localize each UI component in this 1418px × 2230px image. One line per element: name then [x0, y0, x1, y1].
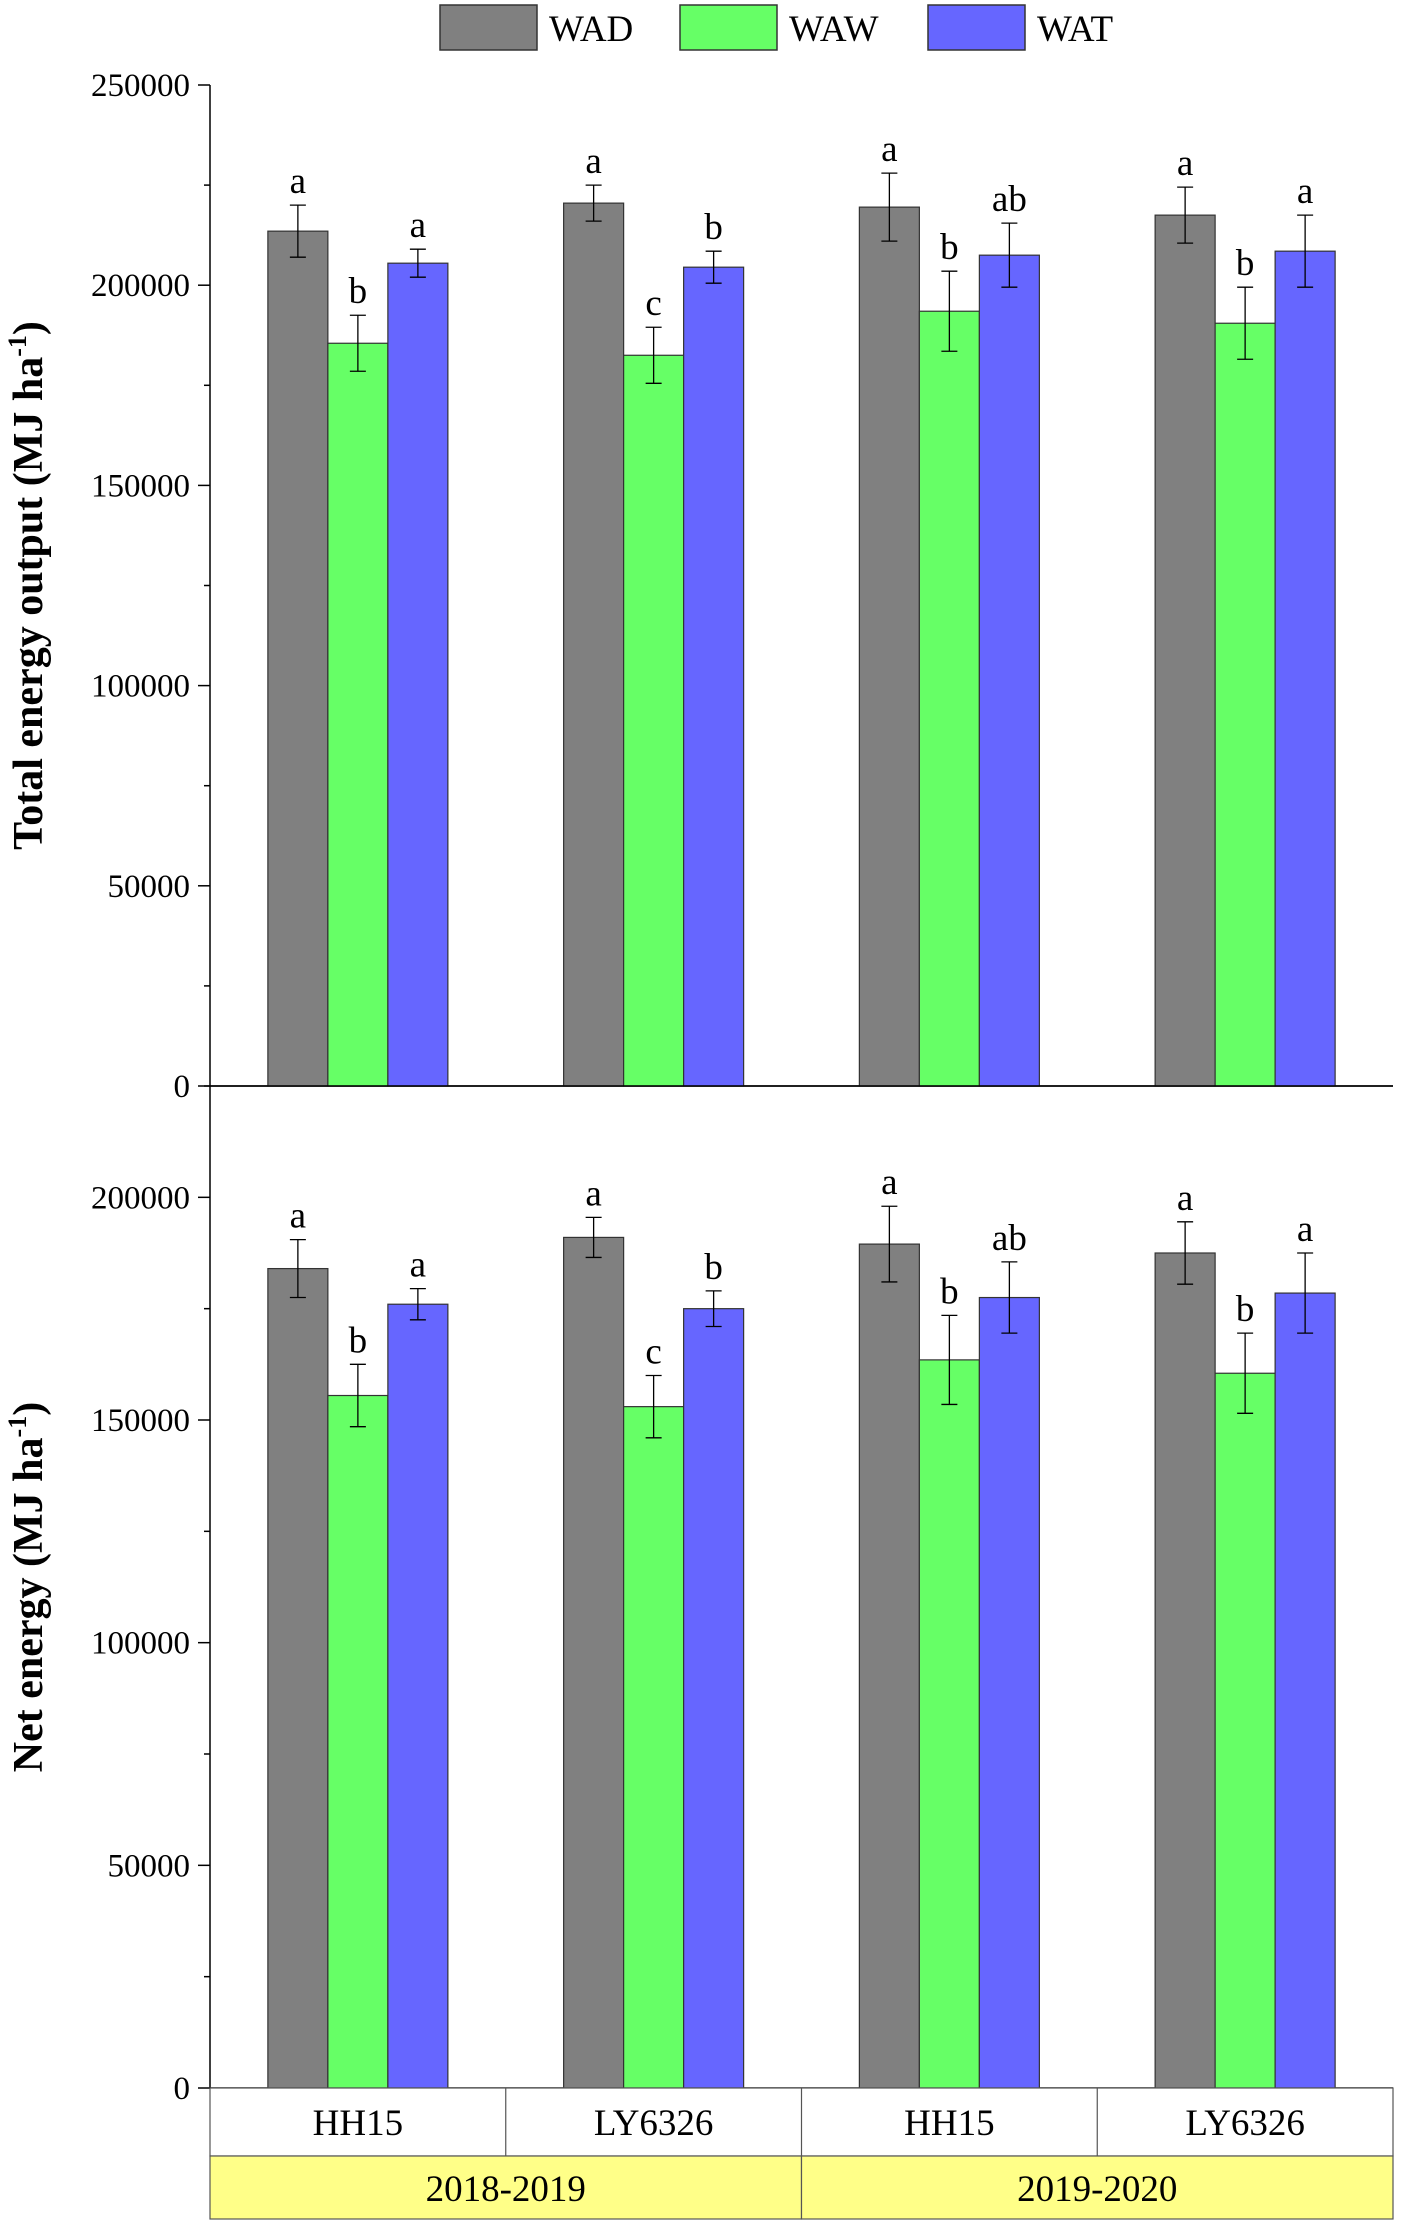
bar-wad-2-1	[267, 1267, 329, 2089]
bar-wad-1-2	[563, 202, 625, 1087]
bar-waw-1-4	[1214, 322, 1276, 1087]
bar-wad-1-3	[858, 206, 920, 1087]
significance-letter: a	[881, 129, 897, 170]
legend-swatch-wad	[439, 4, 538, 51]
significance-letter: a	[1297, 171, 1313, 212]
significance-letter: ab	[992, 1218, 1027, 1259]
bar-waw-2-3	[918, 1359, 980, 2089]
bar-waw-1-2	[623, 354, 685, 1087]
y-label-end: )	[6, 321, 52, 335]
significance-letter: a	[1177, 143, 1193, 184]
bar-wad-2-4	[1154, 1252, 1216, 2089]
significance-letter: a	[290, 161, 306, 202]
bar-wat-2-4	[1274, 1292, 1336, 2089]
bar-wat-1-3	[978, 254, 1040, 1087]
bar-wad-2-3	[858, 1243, 920, 2089]
panel-1-tick-label: 50000	[108, 869, 191, 905]
legend-label-wad: WAD	[549, 9, 633, 50]
bar-wat-1-4	[1274, 250, 1336, 1087]
bar-wat-2-3	[978, 1296, 1040, 2089]
panel-1-tick-label: 200000	[91, 268, 190, 304]
group-cell-2	[800, 2155, 1394, 2220]
bar-wad-1-1	[267, 230, 329, 1087]
group-label: 2018-2019	[426, 2169, 586, 2210]
panel-2-tick-label: 0	[174, 2071, 191, 2107]
significance-letter: b	[349, 271, 368, 312]
panel-1-tick-label: 100000	[91, 669, 190, 705]
panel-2-tick-label: 150000	[91, 1403, 190, 1439]
bar-waw-1-3	[918, 310, 980, 1087]
bar-wat-1-2	[683, 266, 745, 1087]
panel-1-tick-label: 250000	[91, 68, 190, 104]
panel-2-y-axis-label: Net energy (MJ ha-1)	[3, 1402, 52, 1772]
legend-label-waw: WAW	[789, 9, 879, 50]
bar-waw-2-1	[327, 1394, 389, 2089]
significance-letter: a	[410, 205, 426, 246]
bar-wat-2-2	[683, 1308, 745, 2089]
bar-wad-1-4	[1154, 214, 1216, 1087]
significance-letter: b	[704, 207, 723, 248]
significance-letter: a	[585, 141, 601, 182]
legend-swatch-wat	[927, 4, 1026, 51]
y-label-superscript: -1	[3, 1416, 32, 1438]
category-label: LY6326	[594, 2103, 714, 2144]
panel-1-tick-label: 150000	[91, 468, 190, 504]
group-cell-1	[209, 2155, 803, 2220]
significance-letter: a	[1297, 1209, 1313, 1250]
bar-waw-2-4	[1214, 1372, 1276, 2089]
bar-wat-2-1	[387, 1303, 449, 2089]
significance-letter: a	[585, 1173, 601, 1214]
significance-letter: b	[1236, 1289, 1255, 1330]
legend-swatch-waw	[679, 4, 778, 51]
category-label: LY6326	[1185, 2103, 1305, 2144]
category-label: HH15	[313, 2103, 403, 2144]
bar-wad-2-2	[563, 1236, 625, 2089]
significance-letter: b	[704, 1247, 723, 1288]
significance-letter: b	[940, 227, 959, 268]
y-label-main: Total energy output (MJ ha	[6, 357, 52, 850]
y-label-superscript: -1	[3, 335, 32, 357]
significance-letter: ab	[992, 179, 1027, 220]
panel-2-tick-label: 200000	[91, 1180, 190, 1216]
panel-1-tick-label: 0	[174, 1069, 191, 1105]
significance-letter: a	[881, 1162, 897, 1203]
legend-label-wat: WAT	[1037, 9, 1113, 50]
y-label-end: )	[6, 1402, 52, 1416]
significance-letter: a	[290, 1196, 306, 1237]
bar-waw-1-1	[327, 342, 389, 1087]
significance-letter: c	[645, 1331, 661, 1372]
category-label: HH15	[904, 2103, 994, 2144]
significance-letter: a	[410, 1245, 426, 1286]
panel-2-tick-label: 50000	[108, 1848, 191, 1884]
significance-letter: b	[349, 1320, 368, 1361]
group-label: 2019-2020	[1017, 2169, 1177, 2210]
significance-letter: c	[645, 283, 661, 324]
significance-letter: b	[940, 1271, 959, 1312]
panel-2-tick-label: 100000	[91, 1626, 190, 1662]
y-label-main: Net energy (MJ ha	[6, 1437, 52, 1772]
bar-wat-1-1	[387, 262, 449, 1087]
bar-waw-2-2	[623, 1406, 685, 2089]
significance-letter: b	[1236, 243, 1255, 284]
significance-letter: a	[1177, 1178, 1193, 1219]
panel-1-y-axis-label: Total energy output (MJ ha-1)	[3, 321, 52, 850]
